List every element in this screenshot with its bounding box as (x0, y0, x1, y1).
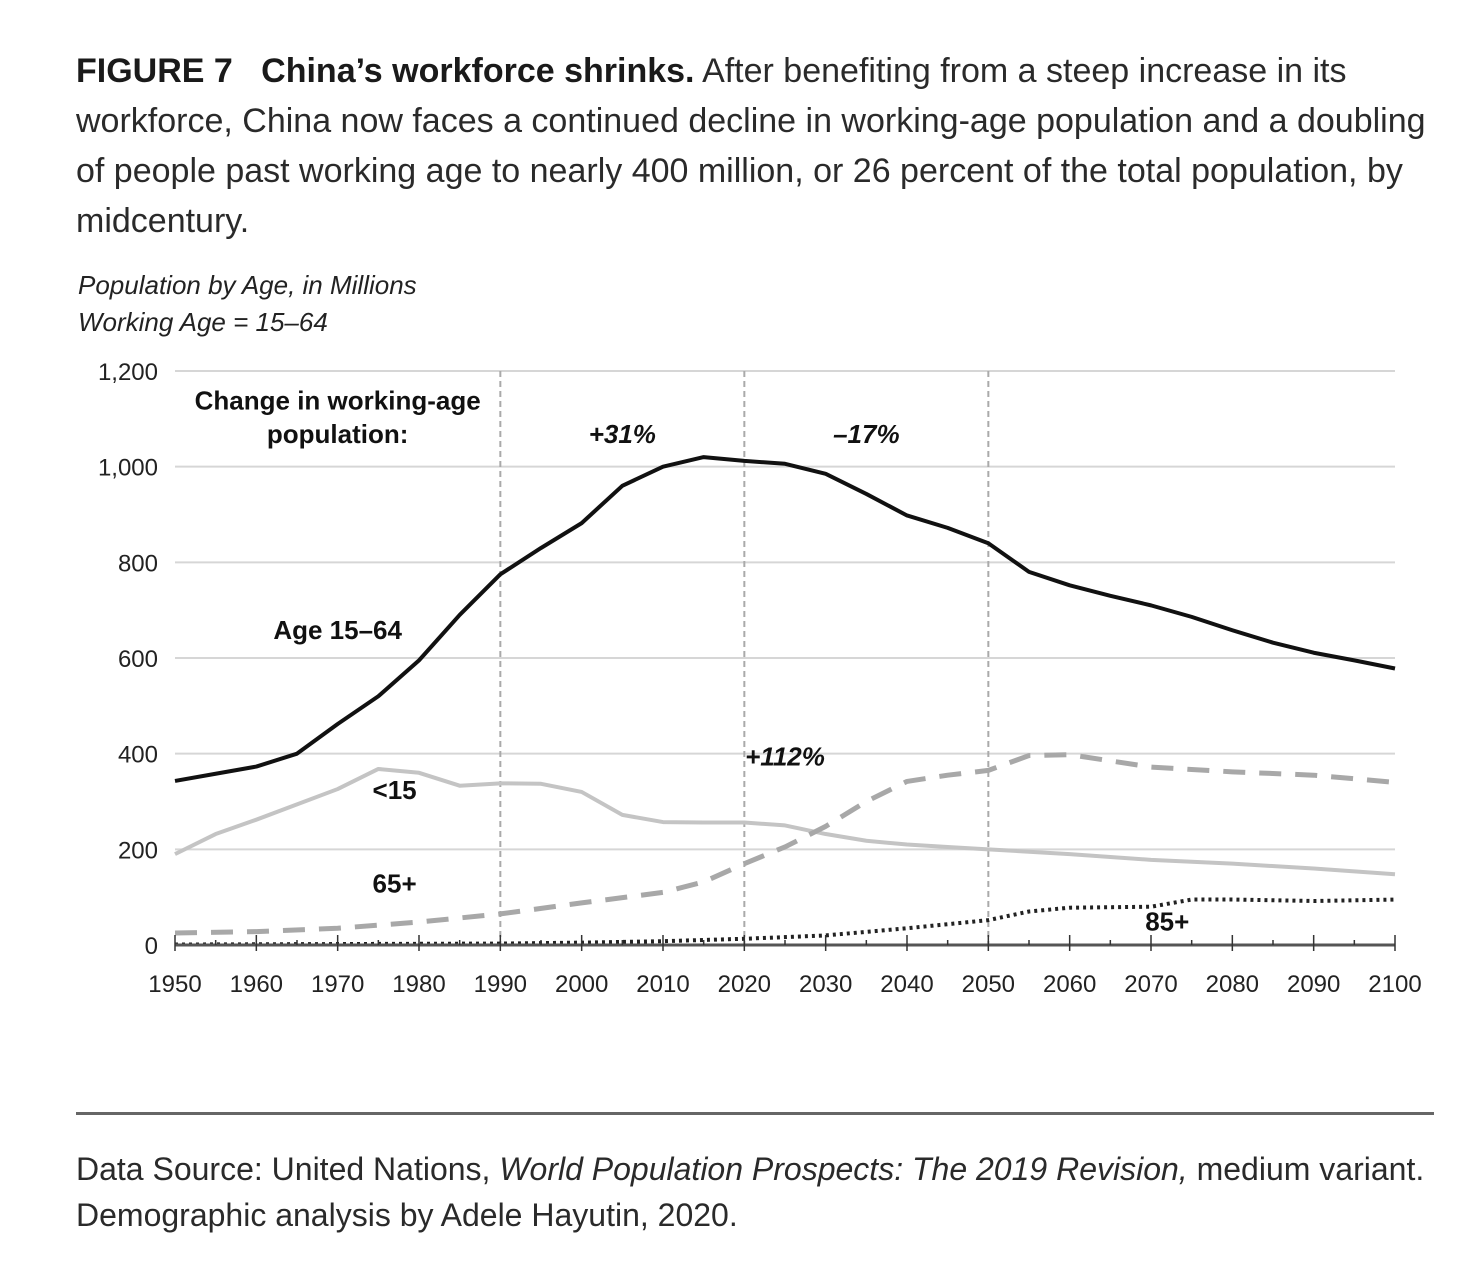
annotation: –17% (833, 419, 900, 449)
x-tick-label: 1990 (474, 971, 527, 998)
population-chart: 0 200 400 600 800 1,000 1,200 1950 1960 1970 1980 1… (98, 359, 1422, 998)
y-tick-label: 800 (118, 550, 158, 577)
x-tick-label: 2030 (799, 971, 852, 998)
annotation: +112% (745, 742, 825, 772)
chart-subtitle-2: Working Age = 15–64 (78, 307, 328, 337)
annotation: Age 15–64 (273, 615, 402, 645)
annotation: <15 (373, 775, 417, 805)
series-line-age-15-64 (174, 455, 1396, 783)
source-title: World Population Prospects: The 2019 Rev… (499, 1151, 1188, 1187)
figure-caption: FIGURE 7 China’s workforce shrinks. Afte… (76, 46, 1436, 246)
x-tick-label: 2070 (1124, 971, 1177, 998)
y-tick-label: 600 (118, 646, 158, 673)
annotation: 65+ (373, 868, 417, 898)
y-tick-label: 0 (145, 933, 158, 960)
source-prefix: Data Source: United Nations, (76, 1151, 500, 1187)
x-tick-label: 1980 (392, 971, 445, 998)
y-tick-label: 200 (118, 837, 158, 864)
x-tick-label: 2080 (1206, 971, 1259, 998)
x-tick-label: 2060 (1043, 971, 1096, 998)
data-source: Data Source: United Nations, World Popul… (76, 1146, 1436, 1238)
y-tick-label: 1,200 (98, 359, 158, 386)
x-tick-label: 2000 (555, 971, 608, 998)
x-tick-label: 1970 (311, 971, 364, 998)
y-tick-label: 1,000 (98, 455, 158, 482)
source-suffix: medium variant. Demographic analysis by … (76, 1151, 1425, 1233)
figure-number: FIGURE 7 (76, 52, 233, 90)
x-tick-label: 2100 (1368, 971, 1421, 998)
x-tick-label: 2040 (880, 971, 933, 998)
annotation: +31% (589, 419, 656, 449)
figure-title: China’s workforce shrinks. (261, 52, 695, 90)
series-line--15 (174, 766, 1396, 877)
x-tick-label: 2010 (636, 971, 689, 998)
annotation: population: (267, 419, 409, 449)
x-tick-label: 2090 (1287, 971, 1340, 998)
y-tick-label: 400 (118, 742, 158, 769)
series-line-65- (174, 752, 1396, 936)
figure-text: After benefiting from a steep increase i… (76, 52, 1426, 240)
divider (76, 1112, 1434, 1115)
chart-subtitle: Population by Age, in Millions (78, 270, 417, 300)
x-tick-label: 1960 (230, 971, 283, 998)
series-line-85- (174, 897, 1396, 947)
annotation: 85+ (1145, 907, 1189, 937)
x-tick-label: 2050 (962, 971, 1015, 998)
annotation: Change in working-age (195, 385, 481, 415)
x-tick-label: 2020 (718, 971, 771, 998)
x-tick-label: 1950 (148, 971, 201, 998)
